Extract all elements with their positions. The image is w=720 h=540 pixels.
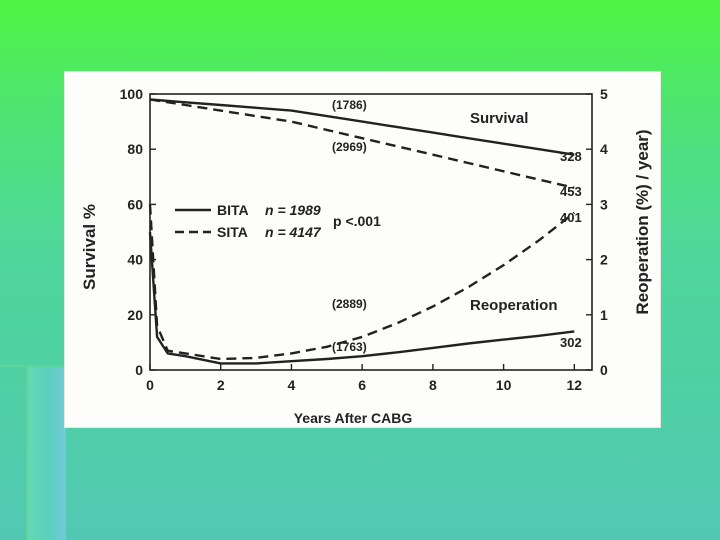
series-line-reoperation-bita <box>148 231 575 365</box>
annotation-end-328: 328 <box>560 149 582 164</box>
y-tick-label: 40 <box>127 252 143 268</box>
annotation-2889: (2889) <box>332 297 367 311</box>
y2-axis-label: Reoperation (%) / year) <box>633 129 652 314</box>
y-tick-label: 100 <box>120 86 144 102</box>
x-tick-label: 0 <box>146 377 154 393</box>
x-tick-label: 12 <box>567 377 583 393</box>
x-axis-label: Years After CABG <box>294 410 413 426</box>
annotation-1786: (1786) <box>332 98 367 112</box>
legend-bita-n: n = 1989 <box>265 202 321 218</box>
x-tick-label: 10 <box>496 377 512 393</box>
y2-tick-label: 0 <box>600 362 608 378</box>
series-line-survival-bita <box>149 98 575 156</box>
y2-tick-label: 2 <box>600 252 608 268</box>
decorative-bar-right <box>660 145 720 175</box>
y2-tick-label: 3 <box>600 196 608 212</box>
y2-tick-label: 4 <box>600 141 608 157</box>
x-tick-label: 6 <box>358 377 366 393</box>
x-tick-label: 2 <box>217 377 225 393</box>
legend-bita-label: BITA <box>217 202 249 218</box>
chart-figure: 0 2 4 6 8 10 12 0 20 40 60 80 100 0 1 2 3 4 5 Years After … <box>65 72 660 427</box>
annotation-end-302: 302 <box>560 335 582 350</box>
decorative-line-horizontal <box>0 365 66 367</box>
y2-tick-label: 5 <box>600 86 608 102</box>
annotation-2969: (2969) <box>332 140 367 154</box>
x-tick-label: 8 <box>429 377 437 393</box>
y2-tick-label: 1 <box>600 307 608 323</box>
labels-layer: Years After CABG Survival % Reoperation … <box>80 98 652 426</box>
y-axis-label: Survival % <box>80 204 99 290</box>
x-tick-label: 4 <box>288 377 296 393</box>
annotation-end-401: 401 <box>560 210 582 225</box>
series-line-reoperation-sita <box>148 204 576 361</box>
p-value-label: p <.001 <box>333 213 381 229</box>
annotation-end-453: 453 <box>560 184 582 199</box>
y-tick-label: 80 <box>127 141 143 157</box>
lines-layer <box>148 98 576 365</box>
decorative-bar-vertical <box>26 365 66 540</box>
survival-label: Survival <box>470 110 528 127</box>
y-tick-label: 0 <box>135 362 143 378</box>
y-tick-label: 20 <box>127 307 143 323</box>
reoperation-label: Reoperation <box>470 297 558 314</box>
series-line-survival-sita <box>149 98 575 189</box>
decorative-line-vertical <box>26 365 28 540</box>
legend-sita-n: n = 4147 <box>265 224 322 240</box>
legend-sita-label: SITA <box>217 224 248 240</box>
annotation-1763: (1763) <box>332 340 367 354</box>
y-tick-label: 60 <box>127 196 143 212</box>
